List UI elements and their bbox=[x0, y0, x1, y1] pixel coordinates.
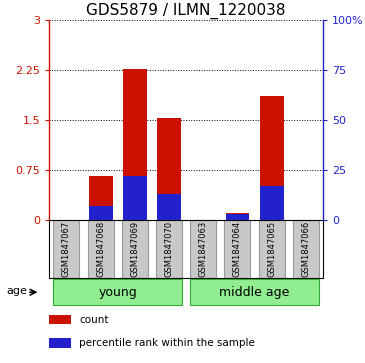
Text: GSM1847066: GSM1847066 bbox=[301, 221, 310, 277]
Bar bbox=[157, 193, 181, 220]
Bar bbox=[157, 118, 181, 220]
Bar bbox=[53, 220, 80, 278]
Bar bbox=[123, 69, 147, 220]
Bar bbox=[293, 220, 319, 278]
Text: GSM1847070: GSM1847070 bbox=[165, 221, 173, 277]
Bar bbox=[88, 220, 114, 278]
Bar bbox=[156, 220, 182, 278]
Text: middle age: middle age bbox=[219, 286, 290, 299]
Text: GSM1847063: GSM1847063 bbox=[199, 221, 208, 277]
Bar bbox=[260, 97, 284, 220]
Bar bbox=[123, 176, 147, 220]
Bar bbox=[226, 213, 249, 220]
Bar bbox=[226, 213, 249, 220]
Bar bbox=[190, 220, 216, 278]
Bar bbox=[122, 220, 148, 278]
Text: count: count bbox=[80, 315, 109, 325]
Text: GSM1847064: GSM1847064 bbox=[233, 221, 242, 277]
Text: GSM1847067: GSM1847067 bbox=[62, 221, 71, 277]
Bar bbox=[89, 205, 112, 220]
Bar bbox=[260, 185, 284, 220]
Text: GSM1847065: GSM1847065 bbox=[267, 221, 276, 277]
Text: young: young bbox=[98, 286, 137, 299]
Bar bbox=[224, 220, 250, 278]
Text: percentile rank within the sample: percentile rank within the sample bbox=[80, 338, 255, 348]
Text: age: age bbox=[7, 286, 28, 296]
Bar bbox=[53, 279, 182, 305]
Bar bbox=[190, 279, 319, 305]
Title: GDS5879 / ILMN_1220038: GDS5879 / ILMN_1220038 bbox=[87, 3, 286, 19]
Bar bbox=[89, 176, 112, 220]
Text: GSM1847068: GSM1847068 bbox=[96, 221, 105, 277]
Bar bbox=[49, 338, 71, 348]
Bar bbox=[49, 315, 71, 325]
Text: GSM1847069: GSM1847069 bbox=[130, 221, 139, 277]
Bar bbox=[259, 220, 285, 278]
